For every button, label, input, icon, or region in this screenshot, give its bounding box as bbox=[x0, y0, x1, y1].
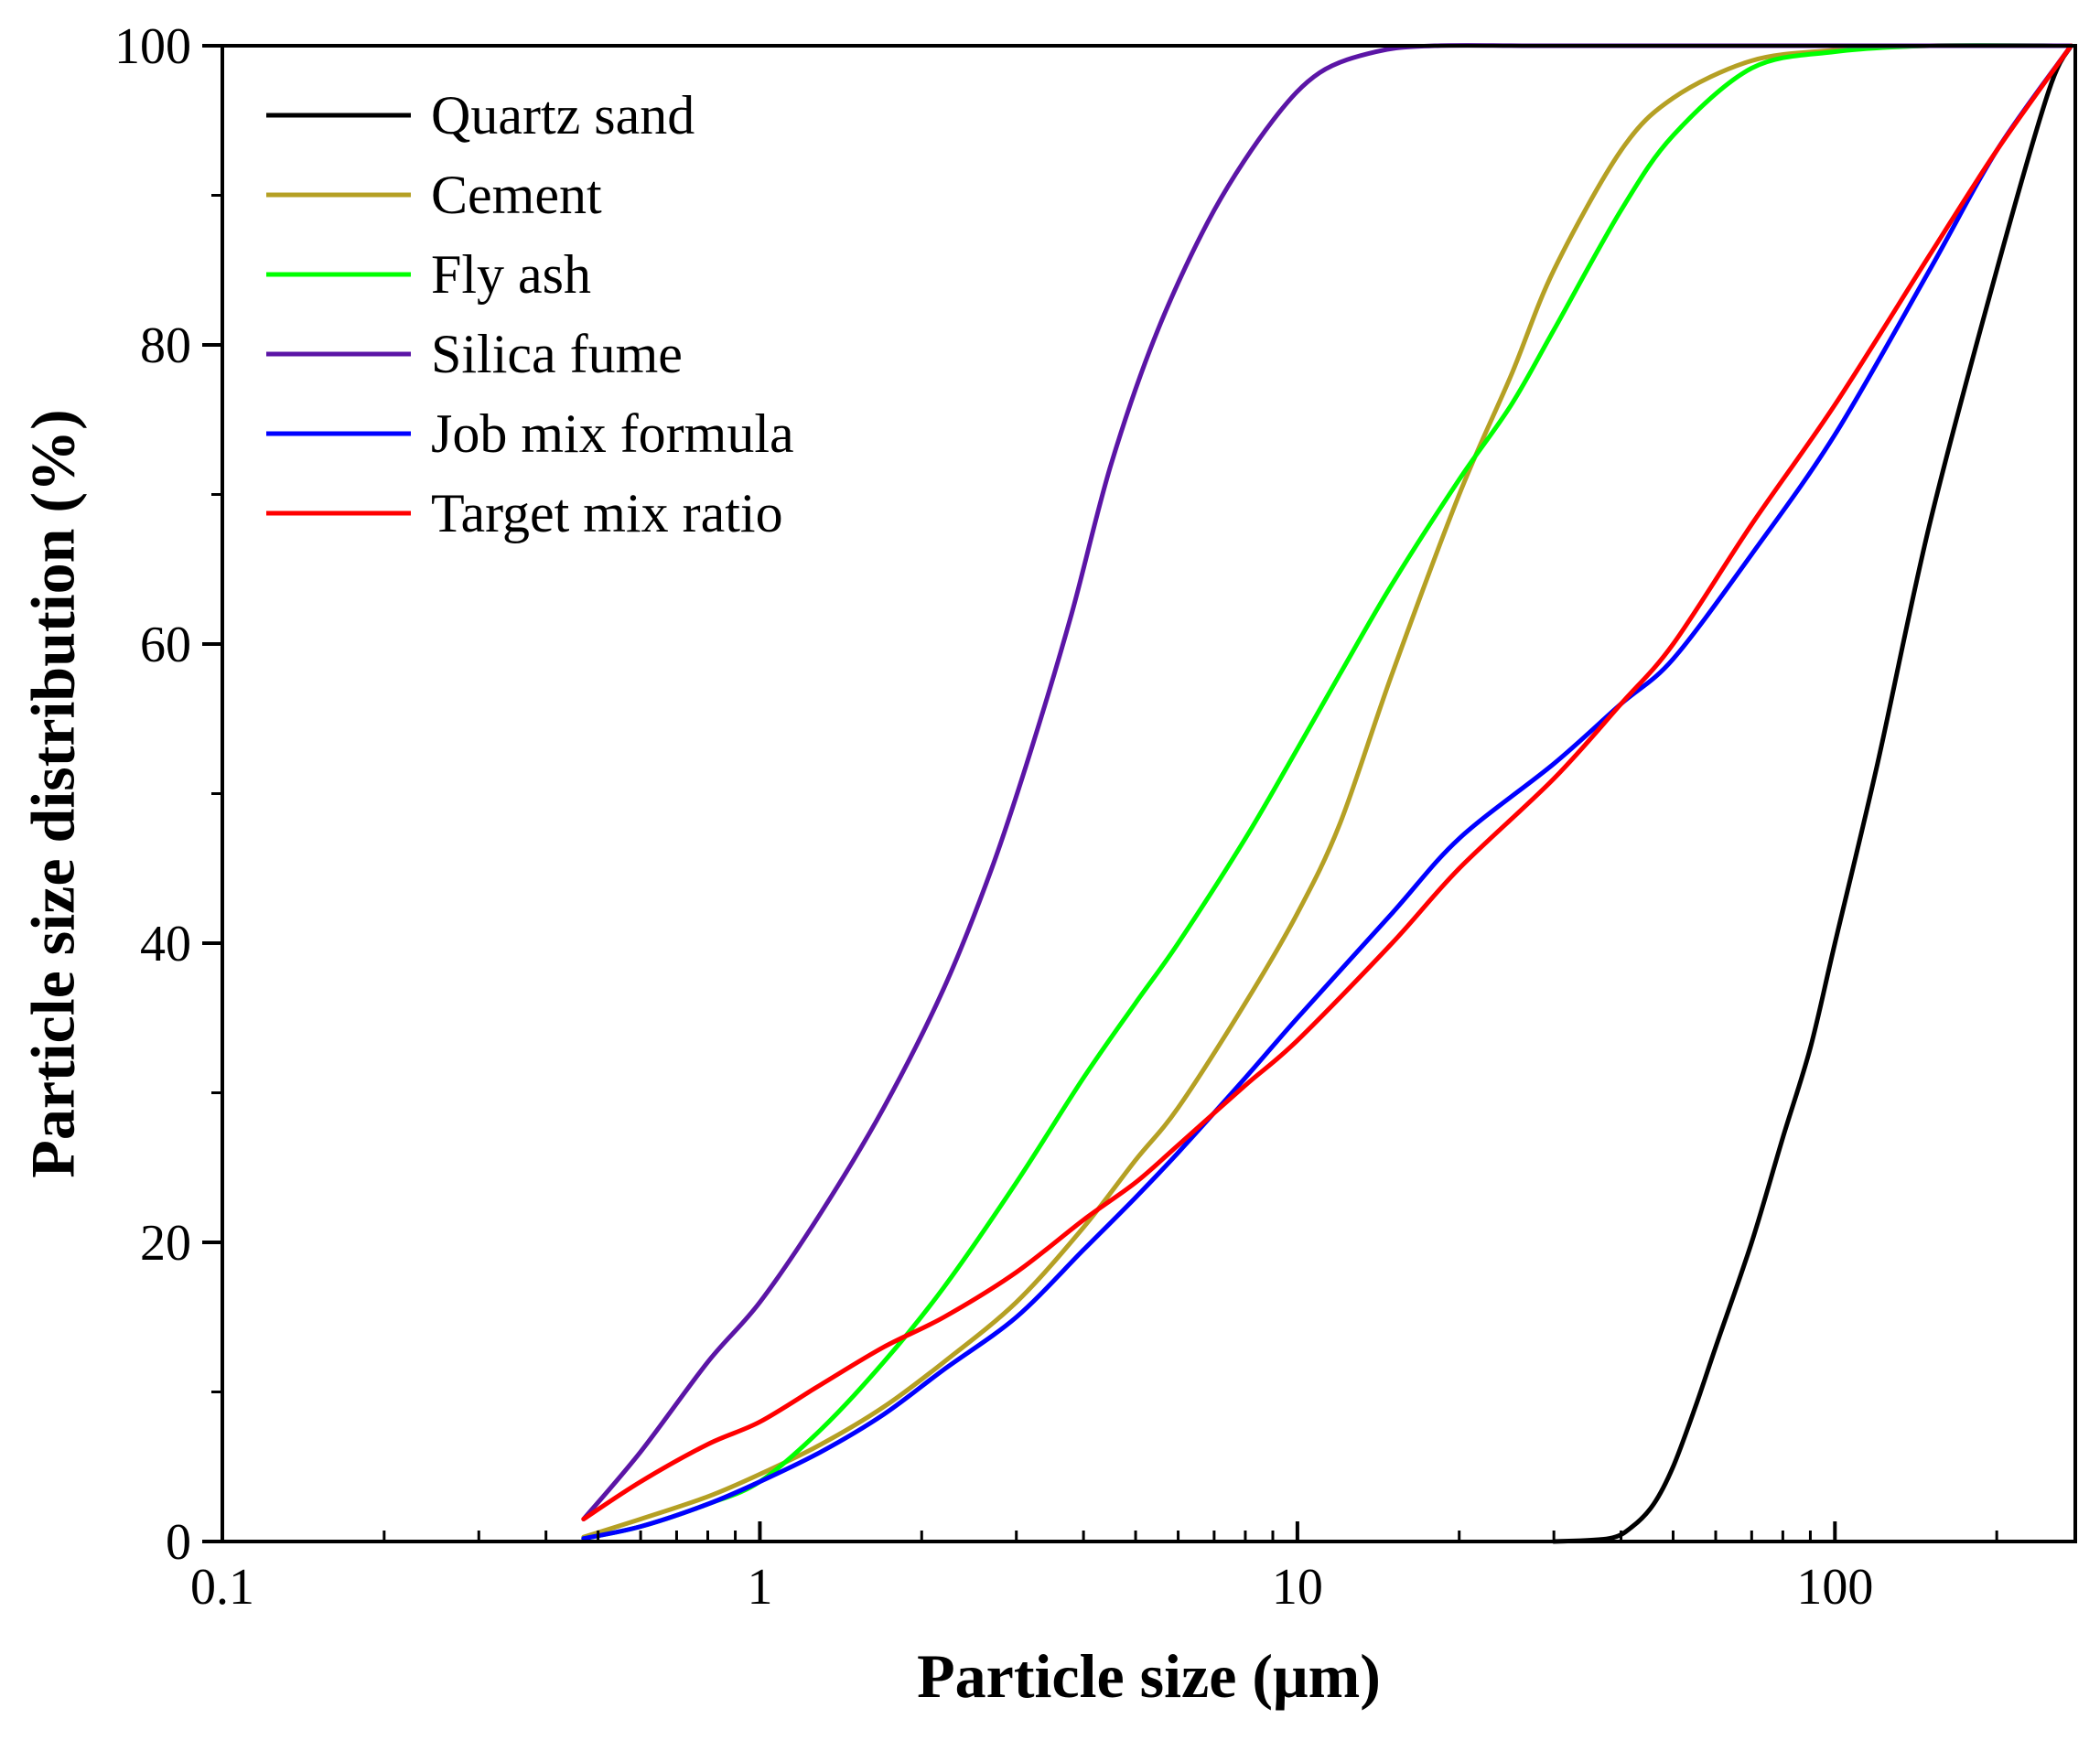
x-tick-label: 1 bbox=[747, 1559, 772, 1616]
y-tick-label: 80 bbox=[140, 317, 191, 374]
series-line-job-mix-formula bbox=[581, 43, 2073, 1542]
series-line-cement bbox=[581, 43, 2073, 1540]
x-axis-title: Particle size (μm) bbox=[917, 1641, 1381, 1711]
x-tick-label: 10 bbox=[1272, 1559, 1323, 1616]
legend-label: Cement bbox=[431, 165, 602, 225]
series-line-quartz-sand bbox=[1551, 43, 2073, 1544]
x-tick-label: 0.1 bbox=[190, 1559, 254, 1616]
y-tick-label: 40 bbox=[140, 916, 191, 972]
y-tick-label: 100 bbox=[114, 18, 191, 75]
x-tick-label: 100 bbox=[1796, 1559, 1873, 1616]
legend-label: Quartz sand bbox=[431, 85, 695, 145]
series-line-target-mix-ratio bbox=[581, 43, 2073, 1521]
legend: Quartz sand Cement Fly ash Silica fume Job m… bbox=[266, 85, 794, 543]
ticks-layer: 0.1 1 10 100 0 20 40 60 80 100 bbox=[114, 18, 1998, 1616]
legend-label: Silica fume bbox=[431, 324, 683, 384]
legend-label: Job mix formula bbox=[431, 403, 794, 464]
series-line-fly-ash bbox=[581, 43, 2073, 1542]
y-tick-label: 0 bbox=[166, 1514, 191, 1571]
y-tick-label: 20 bbox=[140, 1215, 191, 1272]
y-axis-title: Particle size distribution (%) bbox=[18, 409, 88, 1177]
y-tick-label: 60 bbox=[140, 617, 191, 673]
legend-label: Fly ash bbox=[431, 244, 591, 305]
legend-label: Target mix ratio bbox=[431, 483, 783, 543]
